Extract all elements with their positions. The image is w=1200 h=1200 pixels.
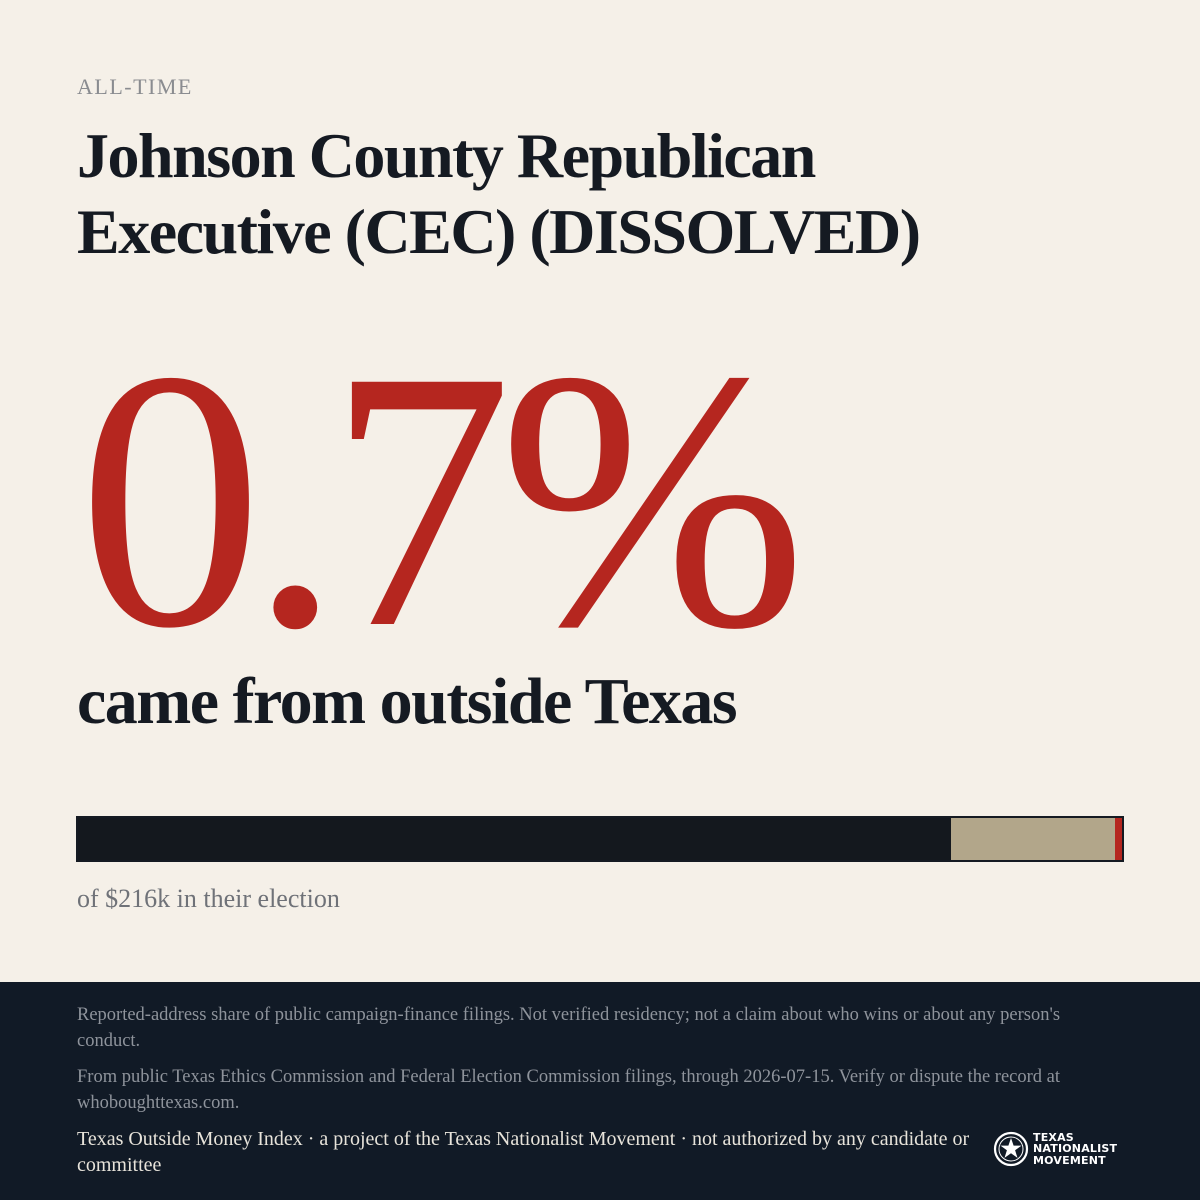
logo-line-1: TEXAS — [1033, 1130, 1074, 1144]
disclaimer-residency: Reported-address share of public campaig… — [77, 1005, 1061, 1051]
bar-segment-texas — [78, 818, 951, 860]
title-line-1: Johnson County Republican — [77, 120, 816, 191]
credit-line: Texas Outside Money Index · a project of… — [77, 1128, 970, 1176]
headline-text: came from outside Texas — [77, 665, 738, 738]
bar-segment-unreported — [950, 818, 1115, 860]
total-caption: of $216k in their election — [77, 884, 340, 913]
page-title: Johnson County Republican Executive (CEC… — [77, 118, 1137, 270]
logo-wordmark: TEXAS NATIONALIST MOVEMENT — [1033, 1132, 1117, 1167]
logo-line-2: NATIONALIST — [1033, 1142, 1118, 1156]
star-seal-icon — [993, 1131, 1029, 1167]
disclaimer-source: From public Texas Ethics Commission and … — [77, 1067, 1061, 1113]
title-line-2: Executive (CEC) (DISSOLVED) — [77, 196, 921, 267]
bar-segment-outside-texas — [1114, 818, 1122, 860]
eyebrow-label: ALL-TIME — [77, 74, 193, 99]
headline-percentage: 0.7% — [78, 295, 807, 705]
logo-line-3: MOVEMENT — [1033, 1153, 1106, 1167]
share-bar — [76, 816, 1124, 862]
tnm-logo: TEXAS NATIONALIST MOVEMENT — [993, 1131, 1117, 1167]
footer — [0, 982, 1200, 1200]
